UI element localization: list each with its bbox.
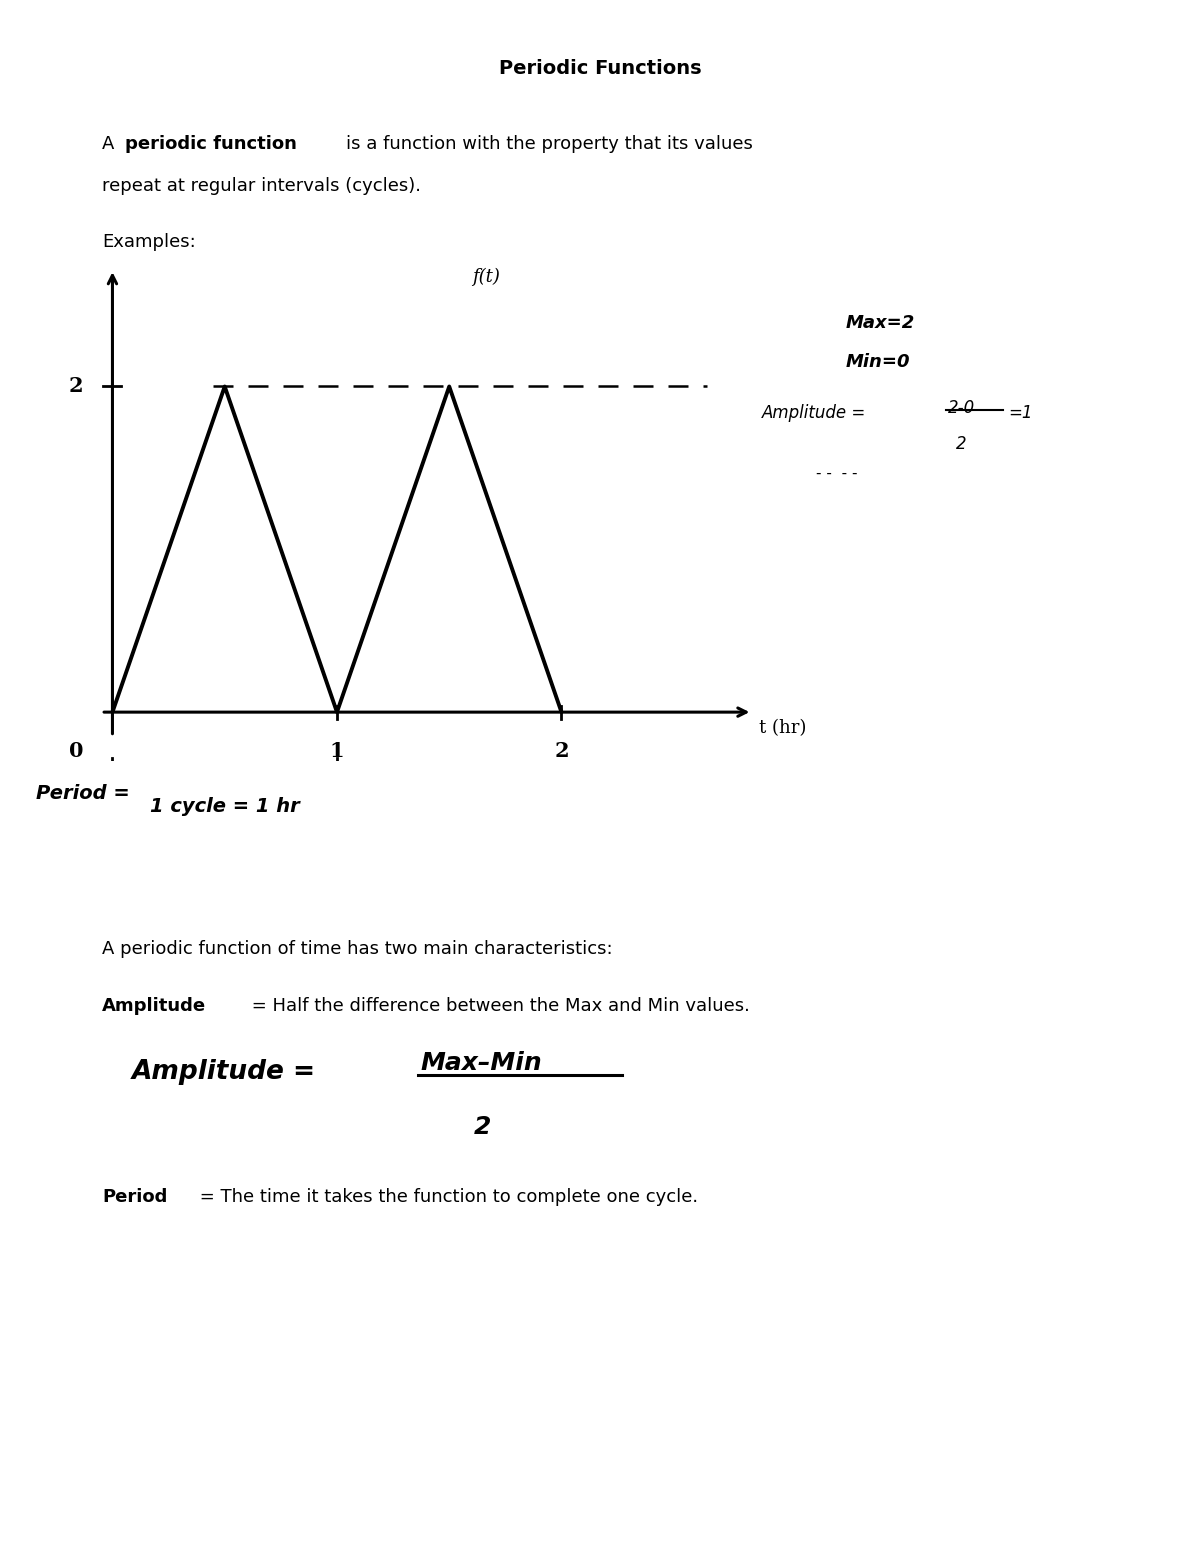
Text: 2: 2: [554, 741, 569, 761]
Text: Max–Min: Max–Min: [420, 1051, 541, 1075]
Text: periodic function: periodic function: [125, 135, 296, 154]
Text: - -  - -: - - - -: [816, 466, 858, 481]
Text: Max=2: Max=2: [846, 314, 916, 332]
Text: A periodic function of time has two main characteristics:: A periodic function of time has two main…: [102, 940, 613, 958]
Text: Examples:: Examples:: [102, 233, 196, 252]
Text: 2: 2: [956, 435, 967, 453]
Text: is a function with the property that its values: is a function with the property that its…: [346, 135, 752, 154]
Text: Amplitude =: Amplitude =: [132, 1059, 316, 1086]
Text: 1 cycle = 1 hr: 1 cycle = 1 hr: [150, 797, 300, 815]
Text: = The time it takes the function to complete one cycle.: = The time it takes the function to comp…: [194, 1188, 698, 1207]
Text: Min=0: Min=0: [846, 353, 911, 371]
Text: Amplitude: Amplitude: [102, 997, 206, 1016]
Text: A: A: [102, 135, 120, 154]
Text: repeat at regular intervals (cycles).: repeat at regular intervals (cycles).: [102, 177, 421, 196]
Text: Periodic Functions: Periodic Functions: [499, 59, 701, 78]
Text: f(t): f(t): [472, 267, 499, 286]
Text: 2: 2: [68, 376, 83, 396]
Text: Amplitude =: Amplitude =: [762, 404, 866, 422]
Text: t (hr): t (hr): [760, 719, 806, 738]
Text: 0: 0: [68, 741, 83, 761]
Text: Period: Period: [102, 1188, 167, 1207]
Text: = Half the difference between the Max and Min values.: = Half the difference between the Max an…: [246, 997, 750, 1016]
Text: 2: 2: [474, 1115, 491, 1138]
Text: Period =: Period =: [36, 784, 130, 803]
Text: 1: 1: [330, 741, 344, 761]
Text: =1: =1: [1008, 404, 1032, 422]
Text: 2-0: 2-0: [948, 399, 976, 418]
